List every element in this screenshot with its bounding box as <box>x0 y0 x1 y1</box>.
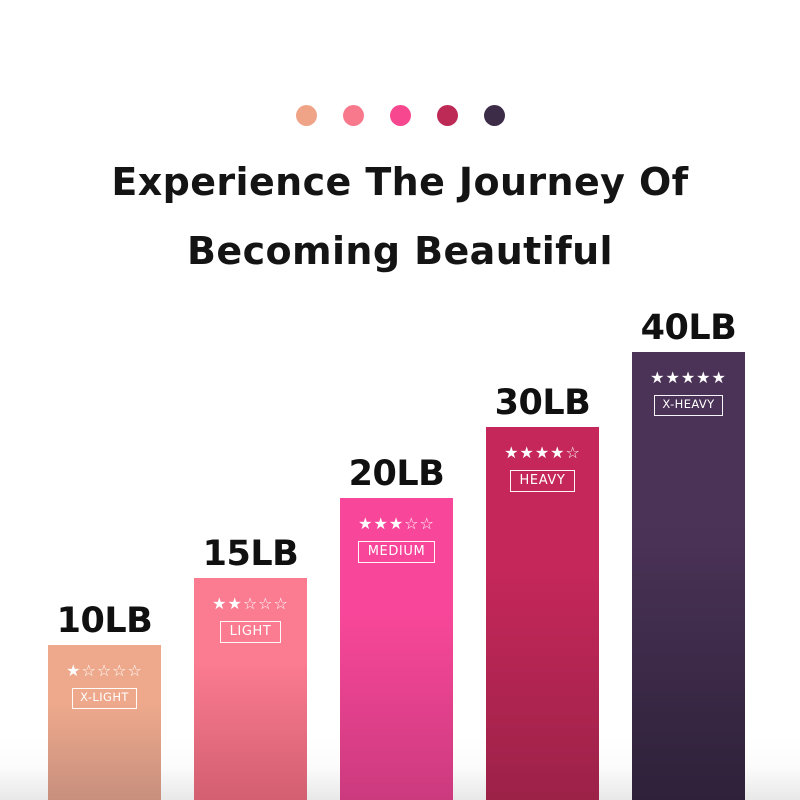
star-rating-icon: ★☆☆☆☆ <box>66 661 143 680</box>
bar-value-label: 30LB <box>494 383 591 423</box>
page-title: Experience The Journey Of Becoming Beaut… <box>0 148 800 286</box>
bar-value-label: 15LB <box>202 534 299 574</box>
bar-value-label: 20LB <box>348 454 445 494</box>
bar-group-10lb: 10LB ★☆☆☆☆ X-LIGHT <box>48 604 161 800</box>
resistance-level-badge: LIGHT <box>219 621 282 643</box>
bar-group-30lb: 30LB ★★★★☆ HEAVY <box>486 386 599 800</box>
star-rating-icon: ★★★☆☆ <box>358 514 435 533</box>
color-swatch-row <box>0 105 800 126</box>
dot-x-heavy-swatch <box>483 105 505 126</box>
star-rating-icon: ★★☆☆☆ <box>212 594 289 613</box>
resistance-level-badge: MEDIUM <box>357 541 436 563</box>
bar-value-label: 10LB <box>56 601 153 641</box>
resistance-level-badge: HEAVY <box>509 470 576 492</box>
bar-light: ★★☆☆☆ LIGHT <box>194 578 307 800</box>
bar-value-label: 40LB <box>640 308 737 348</box>
bar-x-light: ★☆☆☆☆ X-LIGHT <box>48 645 161 800</box>
headline-line-2: Becoming Beautiful <box>187 229 613 273</box>
bar-group-15lb: 15LB ★★☆☆☆ LIGHT <box>194 537 307 800</box>
resistance-level-badge: X-HEAVY <box>654 395 723 416</box>
dot-heavy-swatch <box>436 105 458 126</box>
resistance-level-badge: X-LIGHT <box>72 688 137 709</box>
bar-medium: ★★★☆☆ MEDIUM <box>340 498 453 800</box>
bar-x-heavy: ★★★★★ X-HEAVY <box>632 352 745 800</box>
dot-x-light-swatch <box>295 105 317 126</box>
star-rating-icon: ★★★★☆ <box>504 443 581 462</box>
bar-group-20lb: 20LB ★★★☆☆ MEDIUM <box>340 457 453 800</box>
bar-heavy: ★★★★☆ HEAVY <box>486 427 599 800</box>
bar-group-40lb: 40LB ★★★★★ X-HEAVY <box>632 311 745 800</box>
headline-line-1: Experience The Journey Of <box>111 160 689 204</box>
dot-light-swatch <box>342 105 364 126</box>
star-rating-icon: ★★★★★ <box>650 368 727 387</box>
dot-medium-swatch <box>389 105 411 126</box>
